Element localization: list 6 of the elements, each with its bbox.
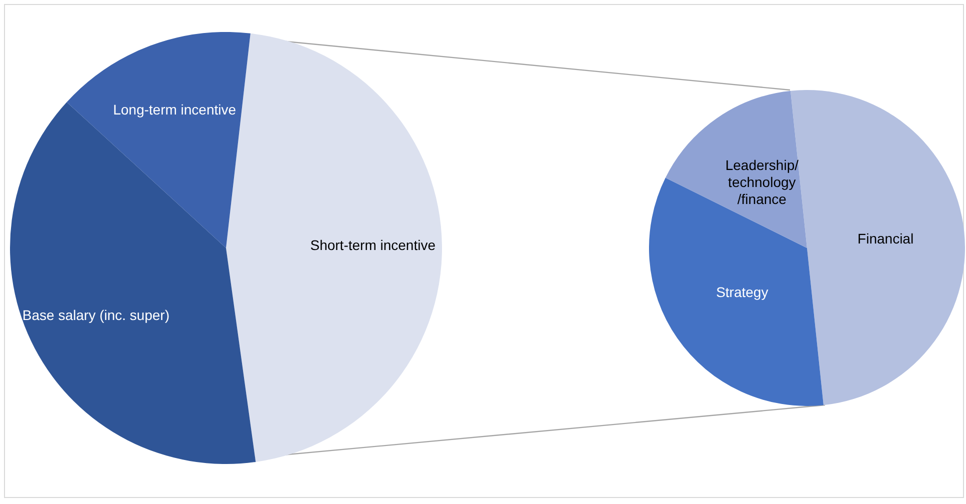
- slice-label: Base salary (inc. super): [22, 307, 170, 324]
- slice-label: Strategy: [716, 284, 768, 300]
- slice-label: Leadership/ technology /finance: [725, 156, 799, 207]
- slice-label: Short-term incentive: [310, 237, 436, 254]
- slice-label: Long-term incentive: [113, 101, 236, 118]
- slice-label: Financial: [858, 230, 914, 247]
